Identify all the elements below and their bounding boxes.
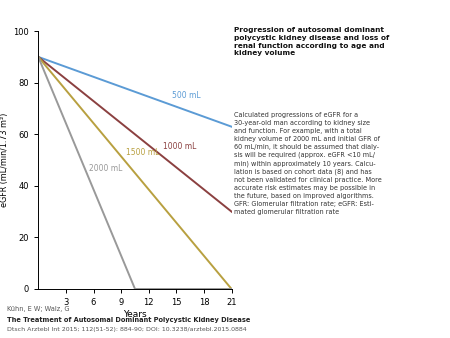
- Text: 2000 mL: 2000 mL: [89, 164, 122, 173]
- Text: 1000 mL: 1000 mL: [162, 142, 196, 151]
- Text: 500 mL: 500 mL: [172, 91, 201, 100]
- X-axis label: Years: Years: [123, 310, 147, 319]
- Text: FIGURE 1: FIGURE 1: [7, 8, 57, 18]
- Text: The Treatment of Autosomal Dominant Polycystic Kidney Disease: The Treatment of Autosomal Dominant Poly…: [7, 317, 250, 323]
- Text: Dtsch Arztebl Int 2015; 112(51-52): 884-90; DOI: 10.3238/arztebl.2015.0884: Dtsch Arztebl Int 2015; 112(51-52): 884-…: [7, 327, 247, 332]
- Text: Kühn, E W; Walz, G: Kühn, E W; Walz, G: [7, 306, 69, 312]
- Y-axis label: eGFR (mL/min/1.73 m²): eGFR (mL/min/1.73 m²): [0, 113, 9, 207]
- Text: Calculated progressions of eGFR for a
30-year-old man according to kidney size
a: Calculated progressions of eGFR for a 30…: [234, 112, 382, 215]
- Text: Progression of autosomal dominant
polycystic kidney disease and loss of
renal fu: Progression of autosomal dominant polycy…: [234, 27, 389, 56]
- Text: 1500 mL: 1500 mL: [126, 148, 159, 157]
